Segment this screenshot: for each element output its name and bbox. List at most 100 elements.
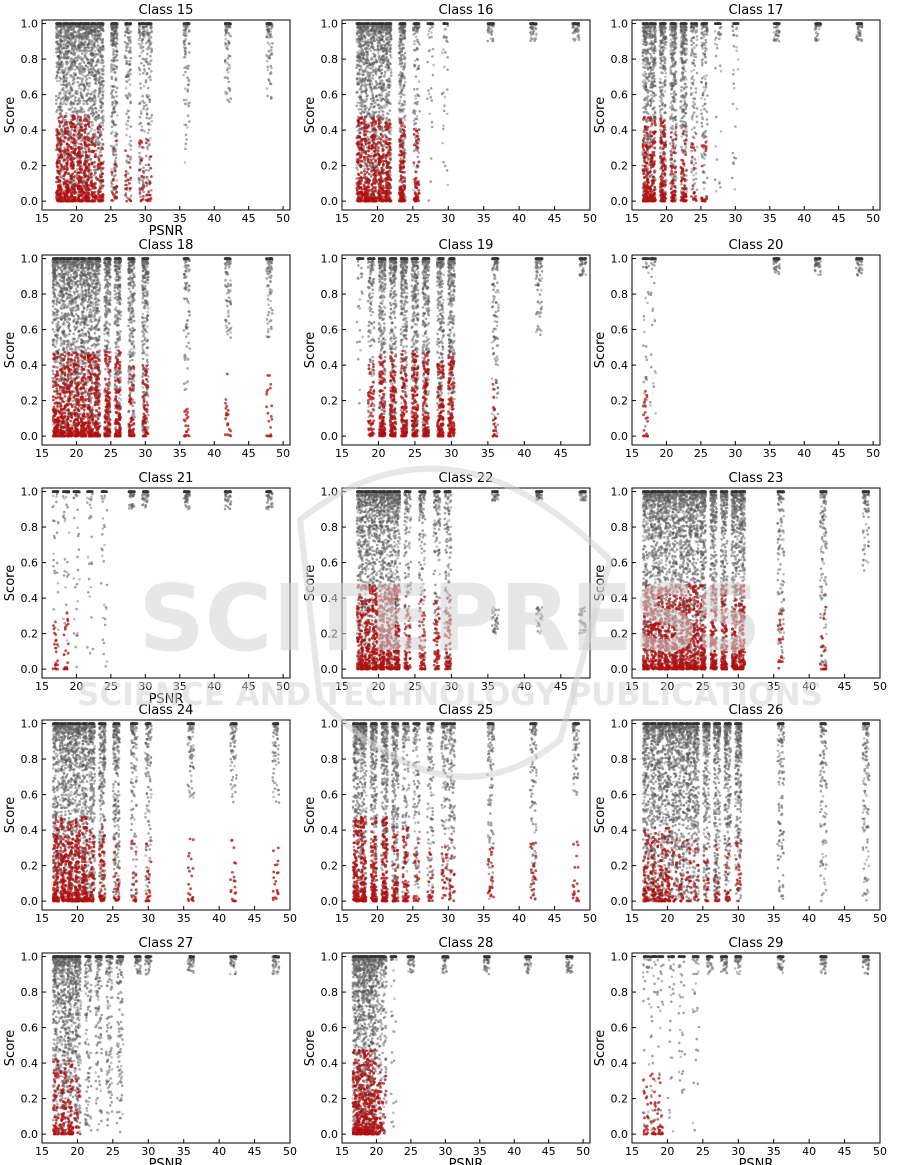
data-point-red: [127, 178, 130, 181]
data-point: [85, 75, 88, 78]
data-point: [98, 72, 101, 75]
data-point-red: [101, 185, 104, 188]
data-point-red: [366, 171, 369, 174]
data-point-red: [60, 154, 63, 157]
data-point: [98, 93, 101, 96]
data-point: [361, 48, 364, 51]
data-point: [140, 87, 143, 90]
data-point-red: [64, 158, 67, 161]
data-point-red: [90, 172, 93, 175]
data-point-red: [65, 162, 68, 165]
data-point: [126, 124, 129, 127]
data-point: [76, 25, 79, 28]
data-point: [377, 45, 380, 48]
data-point: [184, 148, 187, 151]
data-point: [65, 67, 68, 70]
data-point-red: [88, 163, 91, 166]
data-point: [94, 89, 97, 92]
data-point: [270, 46, 273, 49]
data-point: [92, 37, 95, 40]
data-point-red: [66, 148, 69, 151]
data-point: [74, 69, 77, 72]
data-point: [110, 93, 113, 96]
data-point: [89, 107, 92, 110]
data-point-red: [366, 130, 369, 133]
data-point: [111, 130, 114, 133]
data-point: [188, 29, 191, 32]
data-point-red: [370, 184, 373, 187]
data-point: [129, 83, 132, 86]
data-point-red: [57, 156, 60, 159]
data-point: [145, 61, 148, 64]
data-point-red: [59, 199, 62, 202]
data-point-red: [84, 143, 87, 146]
data-point: [69, 131, 72, 134]
data-point-red: [64, 123, 67, 126]
data-point: [149, 100, 152, 103]
data-point-red: [124, 149, 127, 152]
data-point: [83, 61, 86, 64]
data-point: [87, 158, 90, 161]
data-point: [228, 64, 231, 67]
data-point-red: [112, 179, 115, 182]
data-point-red: [69, 135, 72, 138]
data-point-red: [370, 155, 373, 158]
data-point-red: [74, 170, 77, 173]
data-point-red: [363, 184, 366, 187]
data-point: [59, 91, 62, 94]
data-point: [378, 55, 381, 58]
data-point: [266, 60, 269, 63]
data-point-red: [93, 191, 96, 194]
data-point-red: [372, 178, 375, 181]
data-point-red: [368, 173, 371, 176]
data-point: [76, 59, 79, 62]
data-point: [150, 59, 153, 62]
data-point-red: [124, 194, 127, 197]
data-point: [101, 77, 104, 80]
data-point-red: [129, 199, 132, 202]
data-point-red: [64, 173, 67, 176]
data-point: [126, 22, 129, 25]
data-point-red: [80, 143, 83, 146]
data-point-red: [97, 199, 100, 202]
data-point: [79, 83, 82, 86]
data-point: [91, 71, 94, 74]
data-point: [150, 48, 153, 51]
data-point: [115, 77, 118, 80]
data-point: [95, 115, 98, 118]
data-point: [95, 77, 98, 80]
data-point: [102, 49, 105, 52]
data-point-red: [371, 144, 374, 147]
data-point: [146, 113, 149, 116]
data-point: [226, 69, 229, 72]
data-point: [229, 67, 232, 70]
data-point: [78, 49, 81, 52]
data-point: [184, 43, 187, 46]
data-point-red: [363, 170, 366, 173]
data-point: [184, 161, 187, 164]
data-point-red: [84, 160, 87, 163]
x-tick-label: 25: [104, 212, 118, 225]
data-point: [150, 36, 153, 39]
data-point: [370, 67, 373, 70]
data-point: [356, 64, 359, 67]
data-point: [71, 128, 74, 131]
data-point: [111, 77, 114, 80]
data-point: [149, 79, 152, 82]
data-point: [268, 30, 271, 33]
data-point: [183, 22, 186, 25]
data-point: [72, 180, 75, 183]
data-point: [366, 22, 369, 25]
data-point: [226, 62, 229, 65]
data-point: [147, 169, 150, 172]
data-point: [55, 95, 58, 98]
data-point: [147, 48, 150, 51]
data-point: [356, 81, 359, 84]
data-point-red: [56, 177, 59, 180]
data-point: [371, 110, 374, 113]
data-point: [113, 85, 116, 88]
data-point: [116, 133, 119, 136]
data-point-red: [86, 191, 89, 194]
data-point-red: [146, 194, 149, 197]
data-point: [130, 157, 133, 160]
